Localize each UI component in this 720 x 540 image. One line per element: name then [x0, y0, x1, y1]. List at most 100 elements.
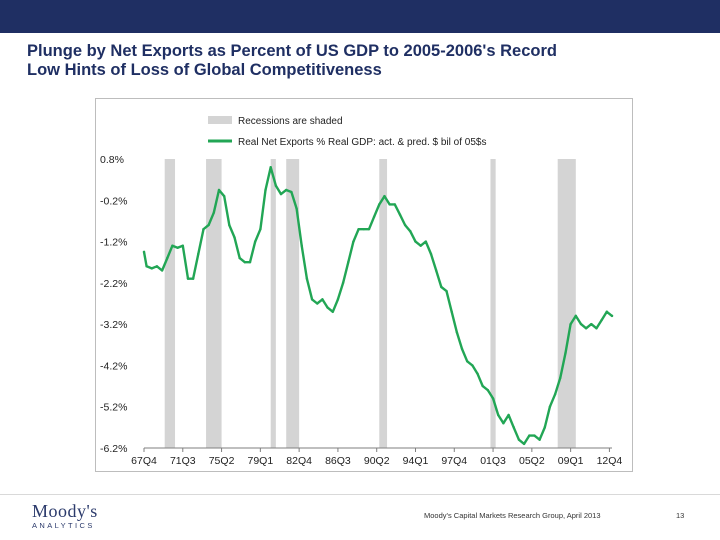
net-exports-chart: 0.8% -0.2% -1.2% -2.2% -3.2% -4.2% -5.2% -6.2% 6… [100, 116, 623, 467]
y-tick-label: -5.2% [100, 402, 127, 414]
data-point [388, 203, 391, 206]
data-point [466, 360, 469, 363]
data-point [383, 194, 386, 198]
data-point [217, 188, 221, 192]
data-point [403, 223, 407, 227]
data-point [445, 289, 448, 293]
data-point [424, 240, 428, 243]
data-point [398, 213, 402, 216]
data-point [310, 298, 314, 301]
data-point [486, 389, 490, 392]
data-point [191, 277, 195, 280]
logo-wordmark: Moody's [32, 501, 98, 521]
data-point [347, 261, 350, 264]
chart-series [142, 166, 614, 446]
data-point [595, 327, 598, 330]
data-point [279, 192, 283, 196]
x-tick-label: 90Q2 [364, 455, 390, 467]
data-point [228, 223, 231, 227]
x-tick-label: 01Q3 [480, 455, 506, 467]
data-point [440, 285, 443, 289]
data-point [507, 413, 510, 417]
x-tick-label: 71Q3 [170, 455, 196, 467]
data-point [533, 434, 536, 437]
data-point [150, 267, 153, 270]
y-tick-label: -6.2% [100, 443, 127, 455]
data-point [362, 227, 365, 231]
top-banner [0, 0, 720, 33]
data-point [197, 252, 200, 256]
data-point [460, 347, 464, 351]
data-point [176, 246, 179, 249]
data-point [512, 426, 515, 429]
data-point [171, 244, 174, 247]
data-point [455, 331, 459, 334]
slide-title-line-1: Plunge by Net Exports as Percent of US G… [27, 42, 557, 60]
data-point [372, 215, 376, 218]
data-point [579, 322, 583, 326]
x-tick-label: 12Q4 [597, 455, 623, 467]
data-point [248, 261, 252, 264]
y-tick-label: 0.8% [100, 154, 124, 166]
page-number: 13 [676, 511, 685, 520]
data-point [605, 310, 609, 313]
data-point [186, 277, 190, 280]
data-point [543, 426, 546, 429]
data-point [481, 384, 484, 388]
data-point [367, 227, 371, 231]
x-tick-label: 79Q1 [248, 455, 274, 467]
data-point [300, 244, 303, 247]
data-point [202, 227, 205, 231]
data-point [212, 211, 216, 214]
data-point [569, 322, 572, 326]
data-point [357, 227, 360, 231]
x-tick-label: 75Q2 [209, 455, 235, 467]
data-point [434, 269, 438, 272]
data-point [155, 265, 159, 268]
y-tick-label: -3.2% [100, 319, 127, 331]
recession-band-4 [286, 159, 300, 448]
data-point [336, 298, 340, 301]
data-point [259, 227, 262, 231]
data-point [160, 269, 164, 272]
data-point [331, 310, 334, 313]
recession-band-2 [206, 159, 222, 448]
data-point [584, 327, 588, 330]
data-point [553, 393, 557, 396]
data-point [502, 422, 505, 425]
chart-legend: Recessions are shaded Real Net Exports % … [208, 116, 486, 148]
data-point [321, 298, 324, 301]
data-point [142, 250, 146, 254]
legend-swatch-recession [208, 116, 232, 124]
data-point [207, 223, 210, 227]
data-point [145, 265, 148, 268]
data-point [222, 194, 226, 198]
data-point [564, 351, 567, 355]
x-tick-label: 09Q1 [558, 455, 584, 467]
data-point [476, 372, 479, 375]
x-tick-label: 82Q4 [286, 455, 312, 467]
data-point [450, 310, 453, 313]
data-point [269, 166, 272, 169]
slide-title-line-2: Low Hints of Loss of Global Competitiven… [27, 61, 382, 79]
data-point [522, 442, 526, 446]
recession-band-1 [164, 159, 176, 448]
data-point [517, 438, 521, 441]
data-point [285, 188, 288, 192]
data-point [341, 281, 345, 285]
data-point [264, 188, 267, 192]
y-tick-label: -0.2% [100, 195, 127, 207]
recession-band-3 [270, 159, 276, 448]
recession-bands [164, 159, 576, 448]
data-point [574, 314, 578, 318]
data-point [253, 240, 257, 243]
logo-subtitle: ANALYTICS [32, 521, 95, 530]
x-tick-label: 97Q4 [441, 455, 467, 467]
data-point [559, 376, 562, 380]
data-point [548, 405, 552, 408]
legend-label: Recessions are shaded [238, 116, 343, 127]
data-point [497, 413, 500, 417]
data-point [538, 438, 541, 441]
data-point [610, 314, 614, 318]
data-point [238, 256, 241, 260]
